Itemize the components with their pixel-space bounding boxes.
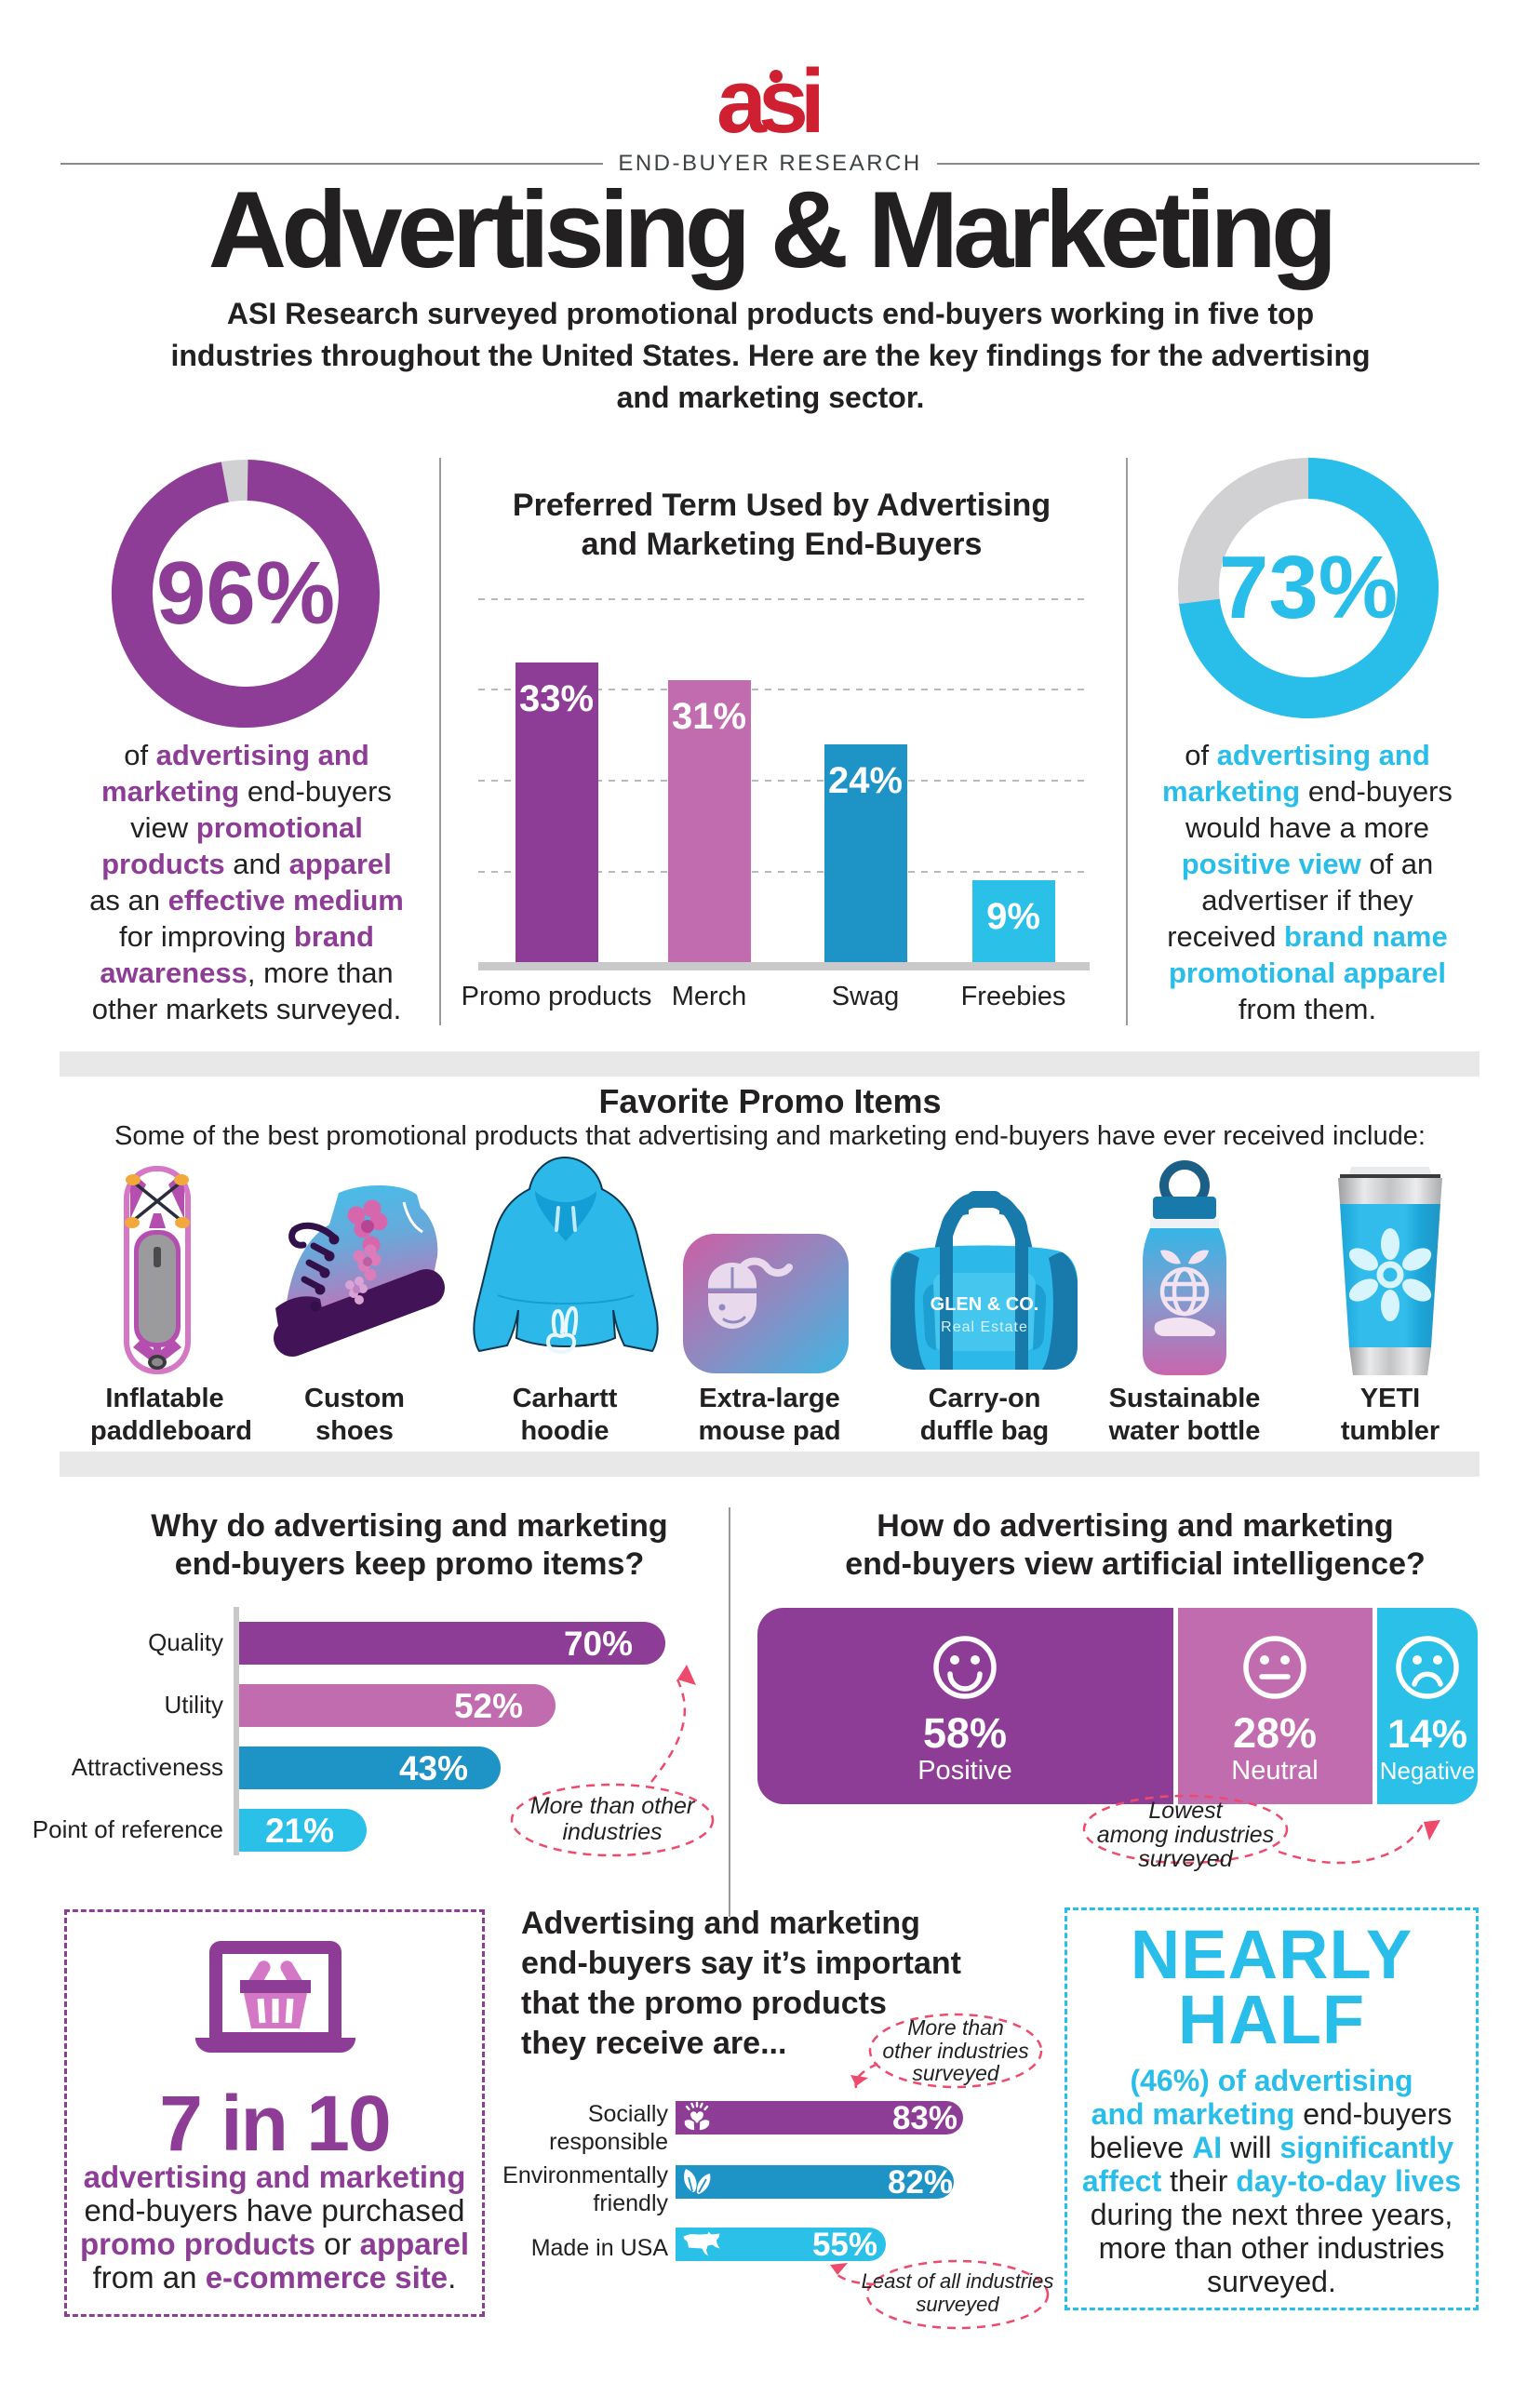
svg-text:Negative: Negative: [1380, 1757, 1476, 1785]
svg-text:industries: industries: [563, 1819, 663, 1845]
svg-text:Swag: Swag: [832, 982, 900, 1011]
svg-text:Attractiveness: Attractiveness: [72, 1753, 223, 1781]
svg-text:surveyed: surveyed: [1138, 1846, 1234, 1872]
svg-text:responsible: responsible: [549, 2129, 668, 2155]
svg-text:surveyed: surveyed: [912, 2061, 1000, 2085]
svg-text:Made in USA: Made in USA: [531, 2235, 669, 2261]
svg-text:Merch: Merch: [672, 982, 747, 1011]
svg-text:Quality: Quality: [148, 1628, 223, 1656]
svg-text:43%: 43%: [399, 1749, 468, 1787]
svg-text:More than other: More than other: [530, 1793, 696, 1819]
svg-text:24%: 24%: [828, 760, 903, 801]
svg-text:Socially: Socially: [588, 2101, 669, 2127]
svg-text:83%: 83%: [892, 2100, 957, 2136]
svg-text:73%: 73%: [1219, 538, 1398, 637]
svg-text:82%: 82%: [888, 2164, 953, 2201]
svg-text:More than: More than: [907, 2015, 1004, 2040]
svg-text:Least of all industries: Least of all industries: [862, 2269, 1054, 2293]
svg-text:friendly: friendly: [593, 2190, 668, 2216]
svg-text:Real Estate: Real Estate: [941, 1319, 1028, 1335]
svg-text:Point of reference: Point of reference: [33, 1815, 223, 1843]
svg-text:31%: 31%: [672, 696, 746, 737]
svg-text:9%: 9%: [986, 896, 1040, 937]
svg-text:14%: 14%: [1387, 1712, 1467, 1757]
svg-text:52%: 52%: [454, 1687, 523, 1725]
svg-text:Positive: Positive: [917, 1756, 1012, 1786]
svg-text:Promo products: Promo products: [462, 982, 652, 1011]
svg-text:other industries: other industries: [882, 2039, 1029, 2063]
svg-text:21%: 21%: [265, 1812, 334, 1850]
svg-text:GLEN & CO.: GLEN & CO.: [931, 1294, 1039, 1315]
svg-text:among industries: among industries: [1097, 1822, 1274, 1848]
svg-text:28%: 28%: [1233, 1709, 1317, 1757]
svg-text:surveyed: surveyed: [916, 2293, 999, 2316]
svg-text:55%: 55%: [812, 2227, 877, 2263]
svg-text:Neutral: Neutral: [1231, 1756, 1319, 1786]
svg-text:70%: 70%: [564, 1625, 633, 1663]
svg-text:58%: 58%: [923, 1709, 1007, 1757]
svg-text:96%: 96%: [156, 543, 335, 643]
svg-text:33%: 33%: [519, 678, 594, 719]
svg-text:Utility: Utility: [164, 1691, 223, 1719]
svg-text:Freebies: Freebies: [961, 982, 1066, 1011]
svg-text:asi: asi: [716, 50, 820, 152]
svg-text:Lowest: Lowest: [1148, 1798, 1223, 1824]
svg-text:Environmentally: Environmentally: [502, 2162, 668, 2188]
